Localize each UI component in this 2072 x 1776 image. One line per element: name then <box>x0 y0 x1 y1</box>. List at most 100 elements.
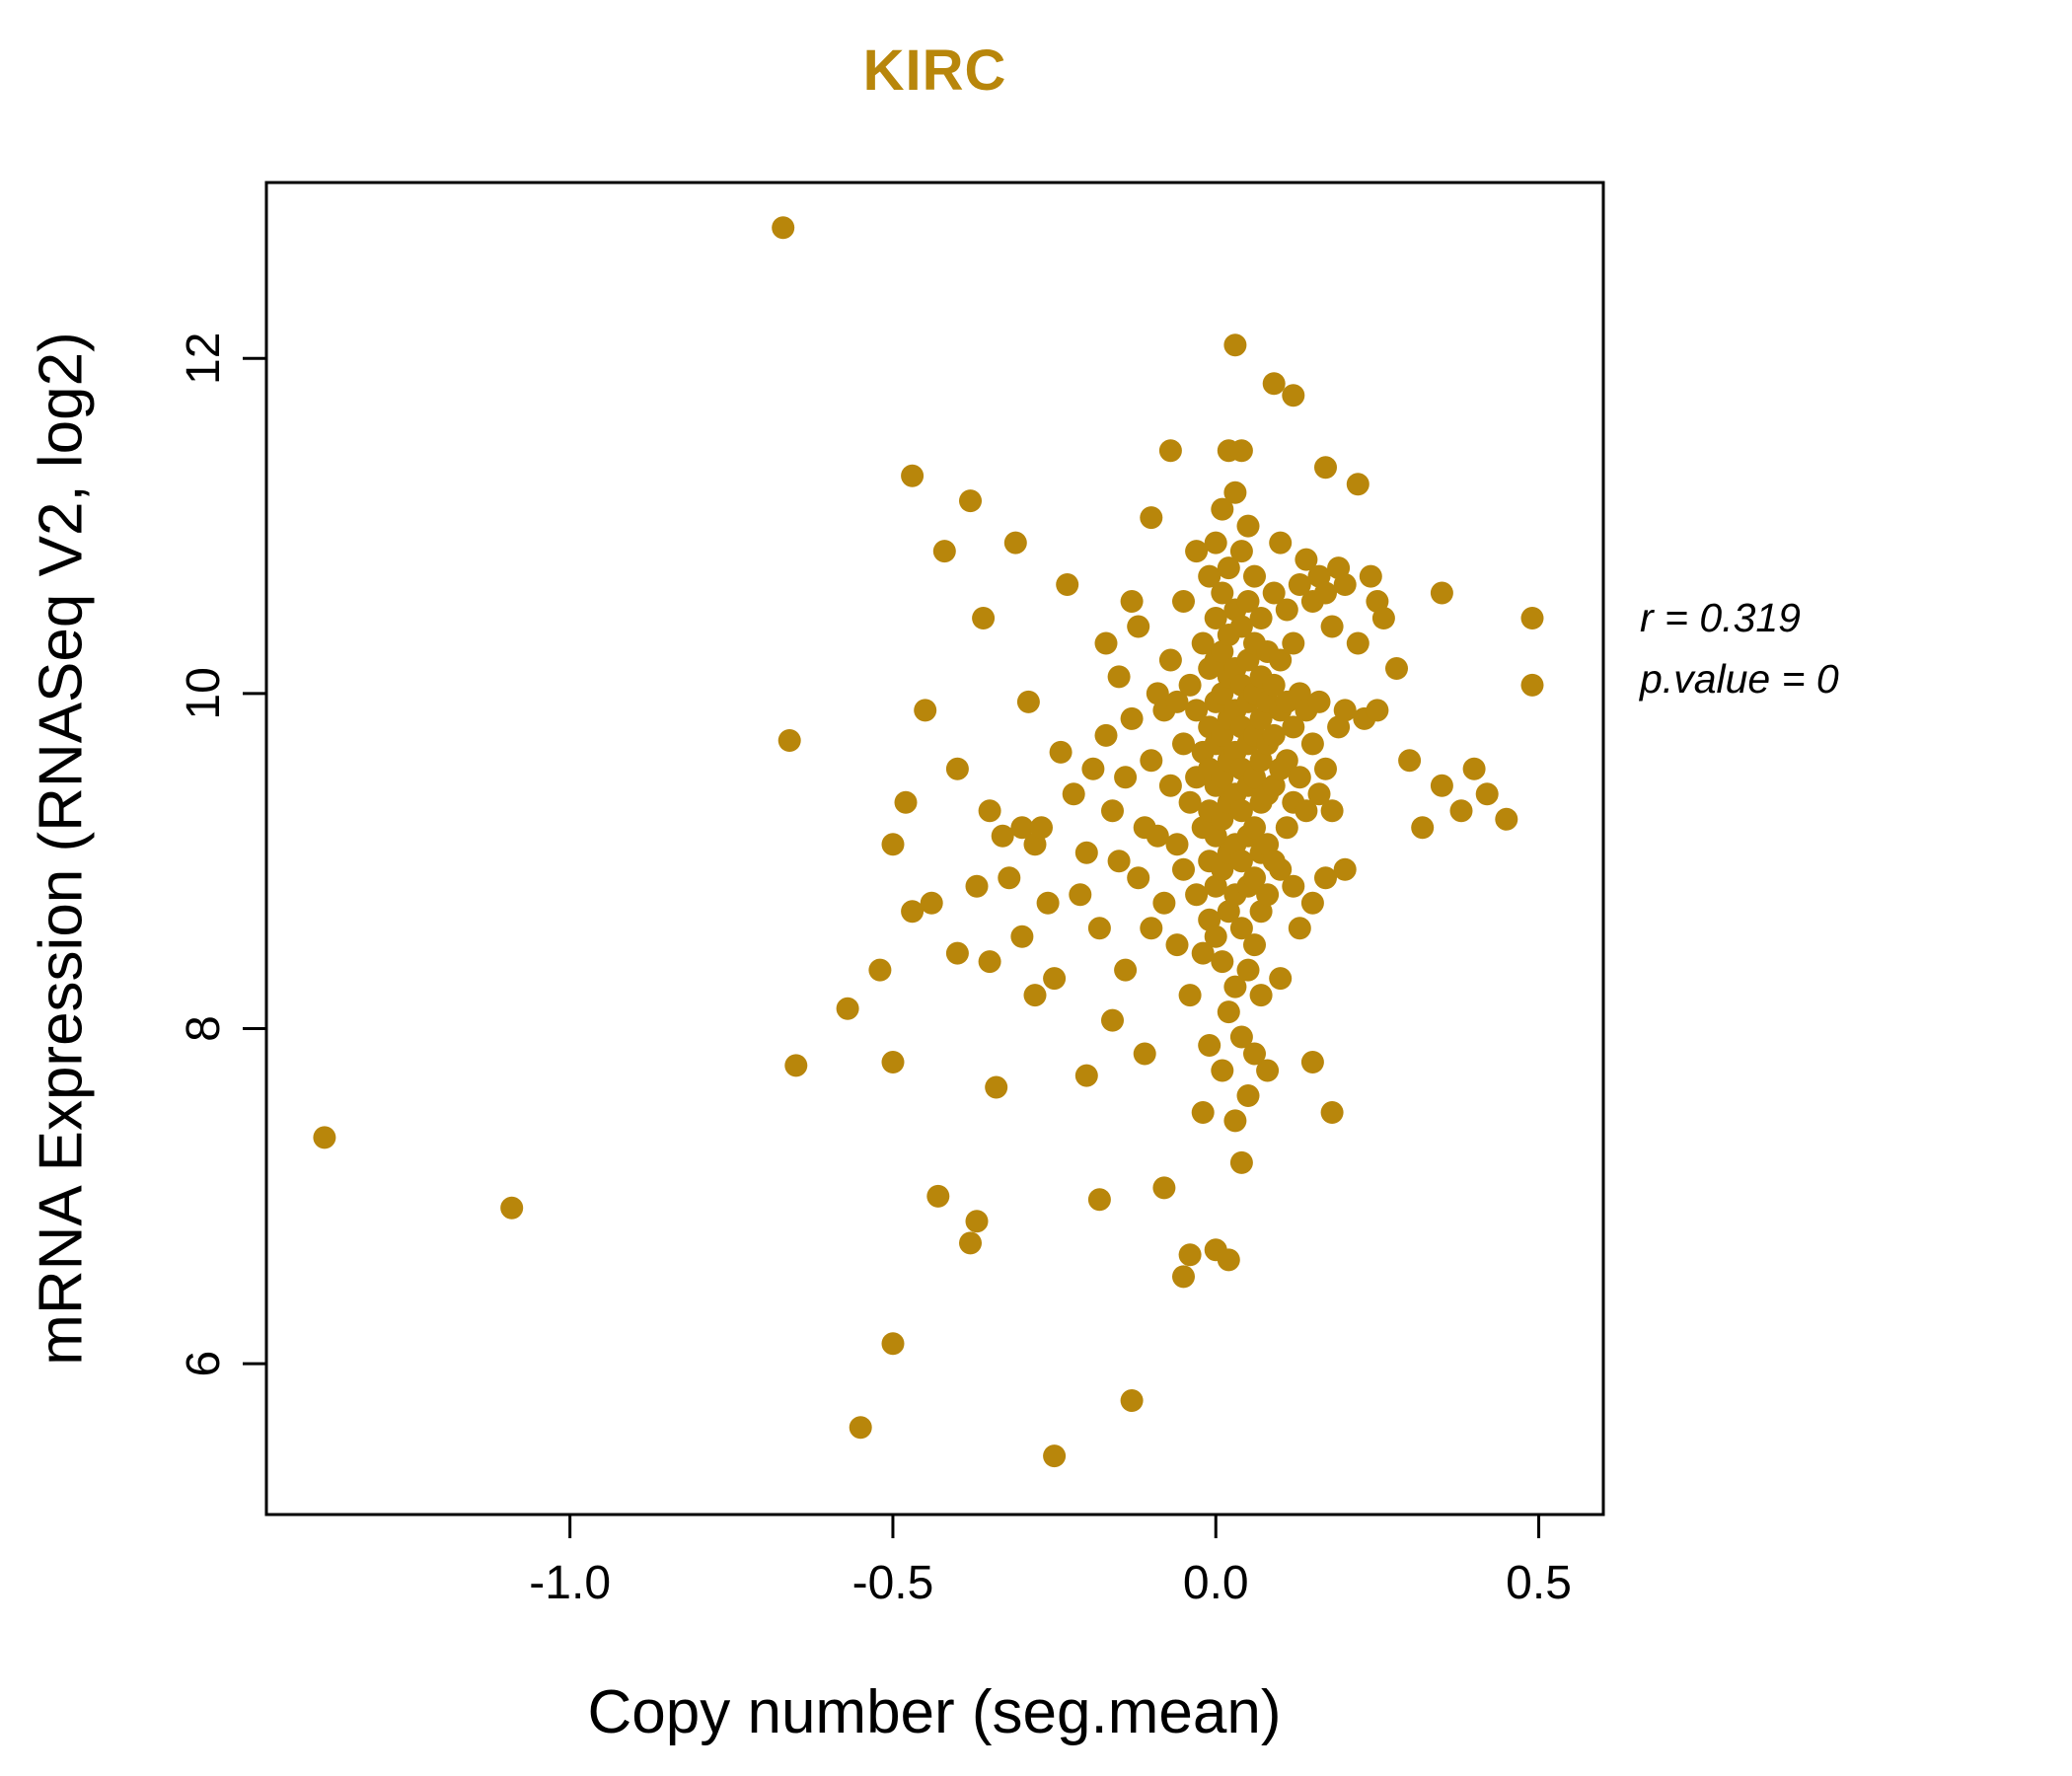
y-tick-label: 12 <box>178 333 230 385</box>
data-point <box>1243 933 1266 957</box>
data-point <box>1229 1150 1253 1174</box>
data-point <box>1236 958 1260 982</box>
data-point <box>1300 891 1324 915</box>
y-tick-label: 10 <box>178 667 230 719</box>
data-point <box>777 729 801 752</box>
data-point <box>1074 841 1098 864</box>
data-point <box>1229 850 1253 873</box>
x-tick-label: -1.0 <box>529 1557 611 1609</box>
data-point <box>1178 673 1202 697</box>
data-point <box>1010 816 1034 840</box>
data-point <box>1185 699 1209 722</box>
data-point <box>1165 933 1189 957</box>
data-point <box>1223 333 1247 357</box>
data-point <box>1036 891 1060 915</box>
data-point <box>1275 816 1298 840</box>
data-point <box>1211 950 1234 974</box>
data-point <box>1314 581 1337 605</box>
data-point <box>1229 540 1253 563</box>
data-point <box>1191 631 1215 655</box>
data-point <box>1211 1059 1234 1082</box>
data-point <box>1191 1101 1215 1124</box>
data-point <box>1152 1176 1176 1200</box>
data-point <box>1158 774 1182 797</box>
data-point <box>1256 883 1280 907</box>
data-point <box>1172 1265 1195 1289</box>
data-point <box>1204 531 1227 555</box>
data-point <box>945 941 969 965</box>
data-point <box>1069 883 1092 907</box>
data-point <box>1249 607 1273 629</box>
data-point <box>978 799 1001 823</box>
data-point <box>313 1126 336 1149</box>
data-point <box>881 1051 905 1073</box>
data-point <box>1049 740 1073 764</box>
data-point <box>1520 607 1544 629</box>
data-point <box>914 699 937 722</box>
data-point <box>1346 631 1369 655</box>
data-point <box>1087 1188 1111 1212</box>
data-point <box>1236 590 1260 613</box>
data-point <box>1262 372 1286 396</box>
data-point <box>1107 665 1131 689</box>
data-point <box>1475 782 1499 806</box>
data-point <box>901 900 925 924</box>
data-point <box>1016 690 1040 713</box>
correlation-annotation: r = 0.319 p.value = 0 <box>1640 588 1839 709</box>
data-point <box>1288 766 1311 789</box>
data-point <box>1288 917 1311 940</box>
data-point <box>1081 757 1105 780</box>
data-point <box>836 997 859 1020</box>
data-point <box>991 824 1014 848</box>
data-point <box>1282 384 1305 407</box>
data-point <box>1185 540 1209 563</box>
data-point <box>1152 891 1176 915</box>
data-point <box>1307 782 1331 806</box>
data-point <box>1165 690 1189 713</box>
data-point <box>1398 749 1422 773</box>
data-point <box>998 866 1021 890</box>
data-point <box>1411 816 1435 840</box>
data-point <box>1243 866 1266 890</box>
data-point <box>1056 573 1079 596</box>
data-point <box>1295 548 1318 571</box>
y-axis-label: mRNA Expression (RNASeq V2, log2) <box>27 332 96 1366</box>
data-point <box>985 1075 1008 1099</box>
data-point <box>1178 790 1202 814</box>
data-point <box>1120 706 1144 730</box>
x-tick-label: 0.0 <box>1183 1557 1249 1609</box>
data-point <box>1087 917 1111 940</box>
data-point <box>1249 984 1273 1007</box>
x-tick-label: -0.5 <box>852 1557 934 1609</box>
data-point <box>1371 607 1395 629</box>
data-point <box>1495 807 1518 831</box>
data-point <box>1243 1042 1266 1066</box>
data-point <box>1198 1034 1221 1057</box>
data-point <box>1366 699 1389 722</box>
data-point <box>1243 816 1266 840</box>
data-point <box>1333 573 1357 596</box>
data-point <box>1262 673 1286 697</box>
data-point <box>1127 615 1150 638</box>
data-point <box>959 1231 982 1255</box>
data-point <box>1229 439 1253 463</box>
data-point <box>1211 497 1234 521</box>
data-point <box>901 464 925 487</box>
data-point <box>1223 481 1247 504</box>
data-point <box>1185 883 1209 907</box>
data-point <box>1043 1444 1067 1468</box>
data-point <box>1133 1042 1156 1066</box>
data-point <box>1269 967 1293 991</box>
data-point <box>1385 657 1408 680</box>
data-point <box>1217 1000 1240 1024</box>
data-point <box>894 790 918 814</box>
data-point <box>1114 958 1138 982</box>
data-point <box>920 891 943 915</box>
data-point <box>1295 799 1318 823</box>
data-point <box>1010 925 1034 948</box>
data-point <box>1120 590 1144 613</box>
data-point <box>1198 564 1221 588</box>
data-point <box>1449 799 1473 823</box>
data-point <box>1158 648 1182 672</box>
